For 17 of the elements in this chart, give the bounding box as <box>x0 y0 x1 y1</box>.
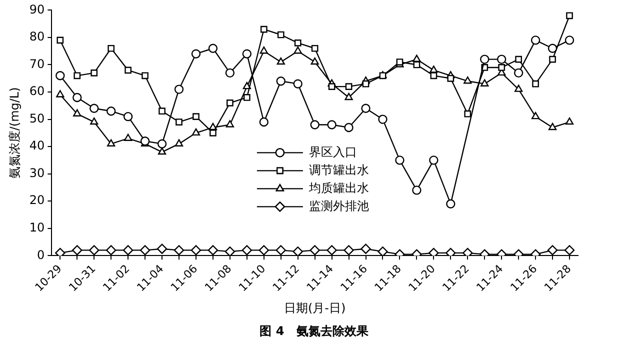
y-tick-label: 40 <box>29 138 45 153</box>
caption: 图 4 氨氮去除效果 <box>260 324 370 338</box>
y-tick-label: 70 <box>29 56 45 71</box>
legend-label: 界区入口 <box>308 144 357 159</box>
legend-label: 调节罐出水 <box>308 162 369 177</box>
y-tick-label: 80 <box>29 30 45 44</box>
y-tick-label: 0 <box>37 248 45 262</box>
y-tick-label: 50 <box>29 111 45 126</box>
y-tick-label: 60 <box>29 84 45 98</box>
legend-label: 均质罐出水 <box>308 180 369 195</box>
y-tick-label: 90 <box>29 2 45 16</box>
legend-label: 监测外排池 <box>308 198 369 213</box>
x-axis-title: 日期(月-日) <box>284 300 346 315</box>
y-tick-label: 10 <box>29 220 45 235</box>
y-tick-label: 20 <box>29 193 45 208</box>
y-axis-title: 氨氮浓度/(mg/L) <box>7 87 22 179</box>
y-tick-label: 30 <box>29 166 45 180</box>
